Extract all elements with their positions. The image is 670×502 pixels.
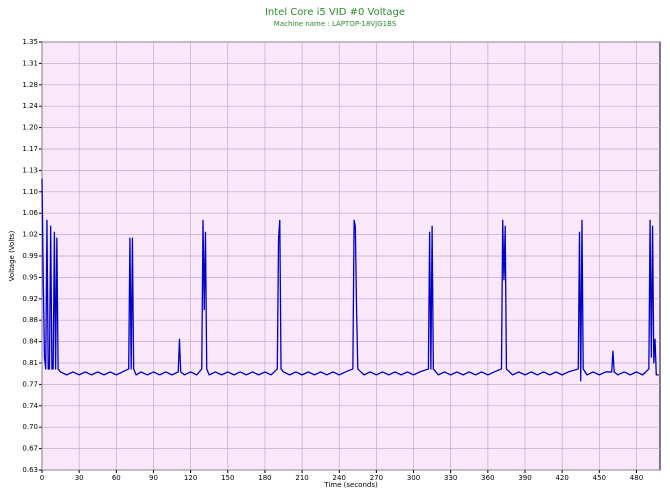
x-tick-label: 390	[518, 474, 531, 482]
x-tick-label: 120	[184, 474, 197, 482]
x-tick-label: 420	[555, 474, 568, 482]
y-tick-label: 0.81	[22, 359, 38, 367]
x-tick-label: 150	[221, 474, 234, 482]
x-tick-label: 450	[593, 474, 606, 482]
y-tick-label: 0.63	[22, 466, 38, 474]
x-tick-label: 60	[112, 474, 121, 482]
x-tick-label: 360	[481, 474, 494, 482]
data	[41, 178, 659, 382]
chart-title: Intel Core i5 VID #0 Voltage	[265, 7, 405, 18]
y-tick-label: 1.17	[22, 145, 38, 153]
y-tick-label: 1.24	[22, 102, 38, 110]
y-tick-label: 0.77	[22, 380, 38, 388]
chart-subtitle: Machine name : LAPTOP-18VJG1BS	[274, 20, 397, 28]
y-tick-label: 0.70	[22, 423, 38, 431]
y-tick-label: 1.02	[22, 231, 38, 239]
y-tick-label: 1.10	[22, 188, 38, 196]
x-tick-label: 30	[75, 474, 84, 482]
y-tick-label: 0.67	[22, 445, 38, 453]
x-axis-label: Time (seconds)	[323, 481, 378, 489]
voltage-line	[41, 178, 659, 382]
y-axis-label: Voltage (Volts)	[8, 230, 16, 281]
y-tick-label: 0.74	[22, 402, 38, 410]
x-tick-label: 210	[295, 474, 308, 482]
grid: 0.63 0.67 0.70 0.74 0.77 0.81 0.84 0.88 0.92 0.95…	[22, 38, 660, 482]
y-tick-label: 1.20	[22, 124, 38, 132]
x-tick-label: 0	[40, 474, 44, 482]
y-tick-label: 0.95	[22, 273, 38, 281]
y-tick-label: 1.31	[22, 59, 38, 67]
y-tick-label: 0.99	[22, 252, 38, 260]
x-tick-label: 240	[333, 474, 346, 482]
x-tick-label: 480	[630, 474, 643, 482]
y-tick-label: 1.28	[22, 81, 38, 89]
y-tick-label: 1.13	[22, 166, 38, 174]
x-tick-label: 90	[149, 474, 158, 482]
y-tick-label: 1.35	[22, 38, 38, 46]
y-tick-label: 0.84	[22, 338, 38, 346]
x-tick-label: 180	[258, 474, 271, 482]
y-tick-label: 0.92	[22, 295, 38, 303]
x-tick-label: 270	[370, 474, 383, 482]
x-tick-label: 300	[407, 474, 420, 482]
y-tick-label: 0.88	[22, 316, 38, 324]
y-tick-label: 1.06	[22, 209, 38, 217]
x-tick-label: 330	[444, 474, 457, 482]
